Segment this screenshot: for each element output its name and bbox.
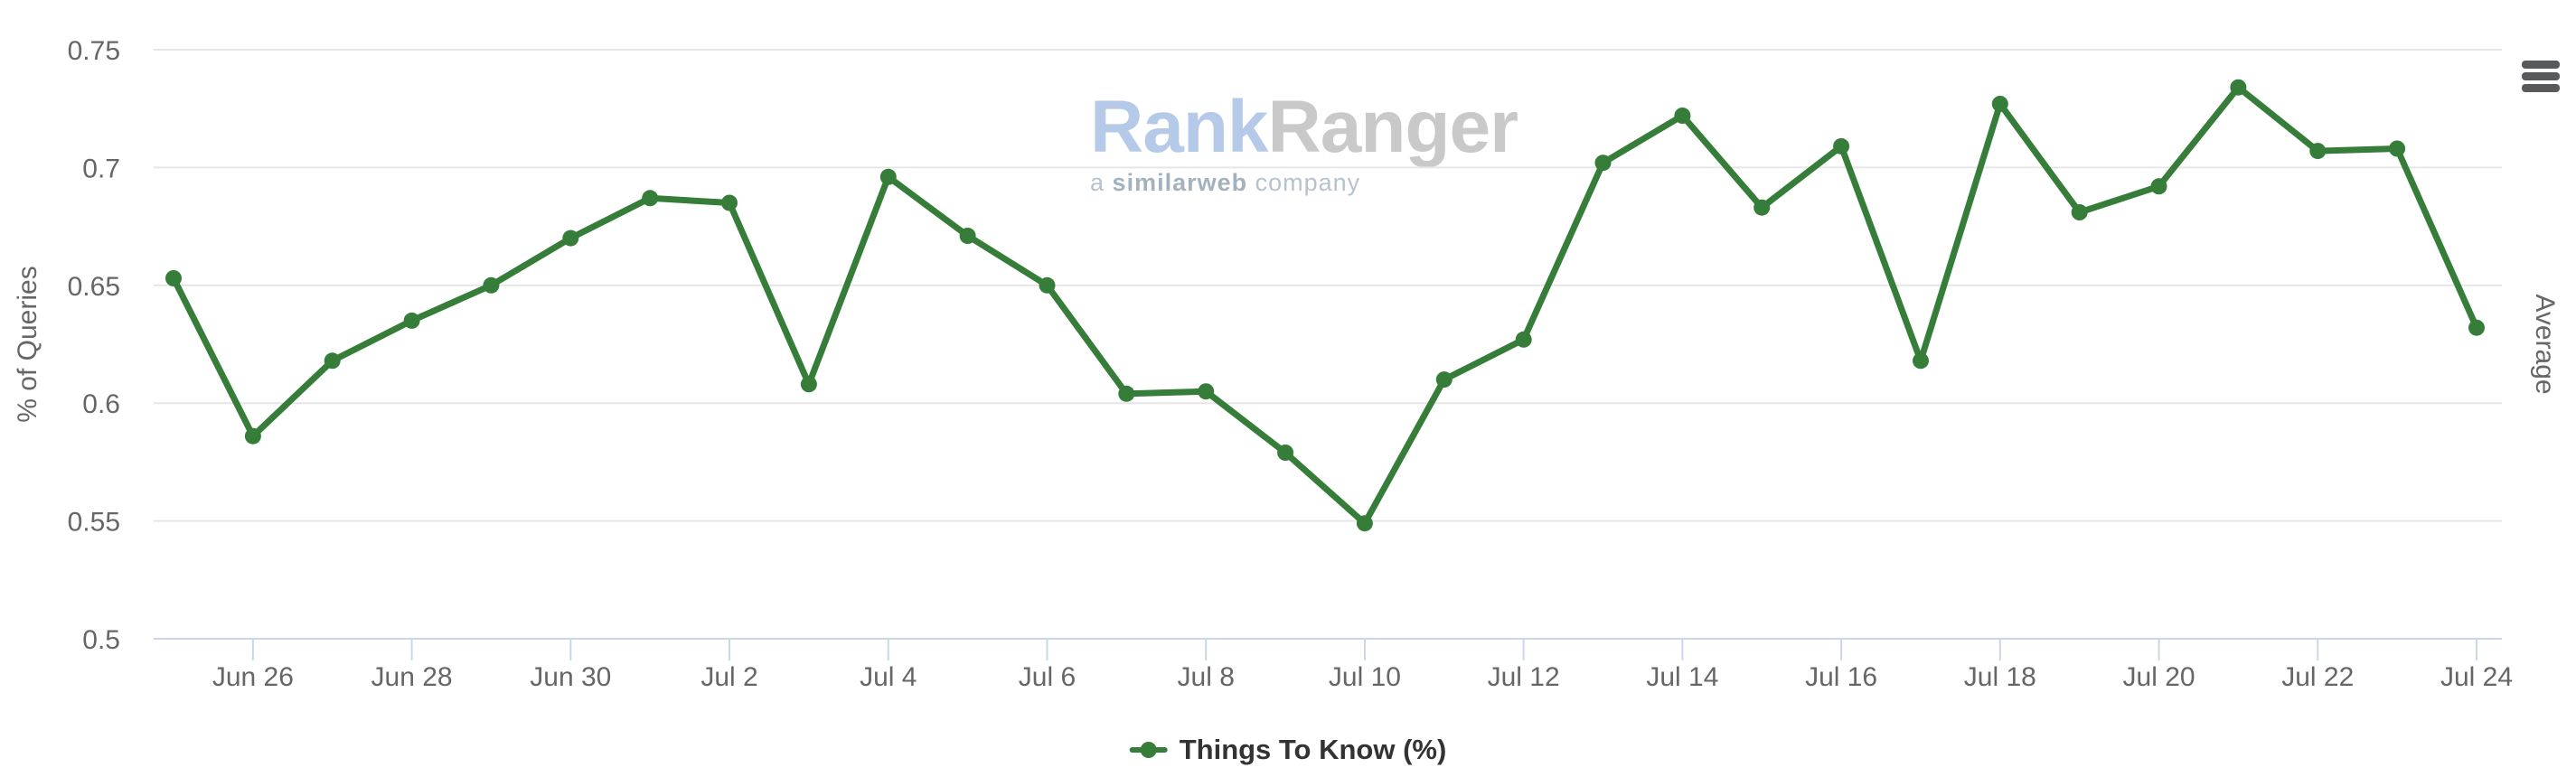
y-axis-tick-label: 0.6 (82, 389, 120, 419)
y-axis-tick-label: 0.7 (82, 154, 120, 183)
x-axis-tick-label: Jun 26 (212, 662, 294, 692)
right-axis-title: Average (2530, 294, 2560, 394)
data-point[interactable] (1674, 108, 1691, 124)
hamburger-menu-icon[interactable] (2522, 61, 2560, 92)
data-point[interactable] (1991, 96, 2008, 112)
data-point[interactable] (2309, 143, 2327, 160)
y-axis-title: % of Queries (13, 266, 42, 422)
x-axis-tick-label: Jul 14 (1646, 662, 1718, 692)
x-axis-tick-label: Jun 28 (371, 662, 453, 692)
data-point[interactable] (1198, 383, 1215, 400)
y-axis-tick-label: 0.75 (68, 36, 120, 66)
data-point[interactable] (562, 229, 579, 247)
tagline-company: company (1255, 169, 1361, 196)
data-point[interactable] (1594, 154, 1612, 172)
data-point[interactable] (2389, 140, 2406, 157)
data-point[interactable] (165, 270, 182, 286)
y-axis-tick-label: 0.5 (82, 625, 120, 655)
x-axis-tick-label: Jul 6 (1019, 662, 1076, 692)
data-point[interactable] (2150, 178, 2167, 195)
rankranger-watermark: RankRanger a similarweb company (1090, 90, 1518, 195)
tagline-similarweb: similarweb (1112, 169, 1248, 196)
data-point[interactable] (244, 427, 261, 445)
y-axis-tick-label: 0.55 (68, 508, 120, 538)
data-point[interactable] (1753, 199, 1771, 216)
legend-series-marker-icon (1129, 742, 1168, 758)
data-point[interactable] (1515, 331, 1532, 348)
data-point[interactable] (721, 194, 738, 211)
logo-ranger-text: Ranger (1267, 86, 1519, 168)
x-axis-tick-label: Jul 12 (1488, 662, 1560, 692)
y-axis-tick-label: 0.65 (68, 272, 120, 302)
data-point[interactable] (879, 168, 897, 185)
data-point[interactable] (1833, 137, 1850, 154)
data-point[interactable] (2468, 319, 2485, 336)
x-axis-tick-label: Jul 2 (700, 662, 757, 692)
x-axis-tick-label: Jun 30 (530, 662, 611, 692)
x-axis-tick-label: Jul 22 (2281, 662, 2354, 692)
logo-rank-text: Rank (1090, 86, 1269, 168)
x-axis-tick-label: Jul 20 (2123, 662, 2195, 692)
legend-item-things-to-know[interactable]: Things To Know (%) (1129, 734, 1447, 766)
x-axis-tick-label: Jul 24 (2440, 662, 2513, 692)
data-point[interactable] (1435, 371, 1453, 388)
data-point[interactable] (1277, 445, 1294, 461)
data-point[interactable] (1356, 515, 1373, 532)
logo-tagline: a similarweb company (1090, 171, 1518, 195)
data-point[interactable] (1118, 385, 1135, 402)
data-point[interactable] (2071, 204, 2088, 220)
x-axis-tick-label: Jul 18 (1964, 662, 2036, 692)
data-point[interactable] (959, 228, 976, 244)
data-point[interactable] (1913, 352, 1929, 370)
x-axis-tick-label: Jul 10 (1329, 662, 1401, 692)
legend-series-label: Things To Know (%) (1179, 734, 1447, 765)
x-axis-tick-label: Jul 16 (1805, 662, 1877, 692)
data-point[interactable] (642, 190, 659, 207)
tagline-a: a (1090, 169, 1105, 196)
x-axis-tick-label: Jul 8 (1178, 662, 1235, 692)
data-point[interactable] (2230, 79, 2247, 96)
data-point[interactable] (403, 312, 420, 329)
series-line[interactable] (170, 84, 2480, 527)
data-point[interactable] (483, 276, 500, 294)
data-point[interactable] (324, 352, 341, 370)
rankranger-logo: RankRanger (1090, 90, 1518, 164)
data-point[interactable] (1039, 276, 1056, 294)
x-axis-tick-label: Jul 4 (860, 662, 917, 692)
data-point[interactable] (800, 376, 817, 393)
